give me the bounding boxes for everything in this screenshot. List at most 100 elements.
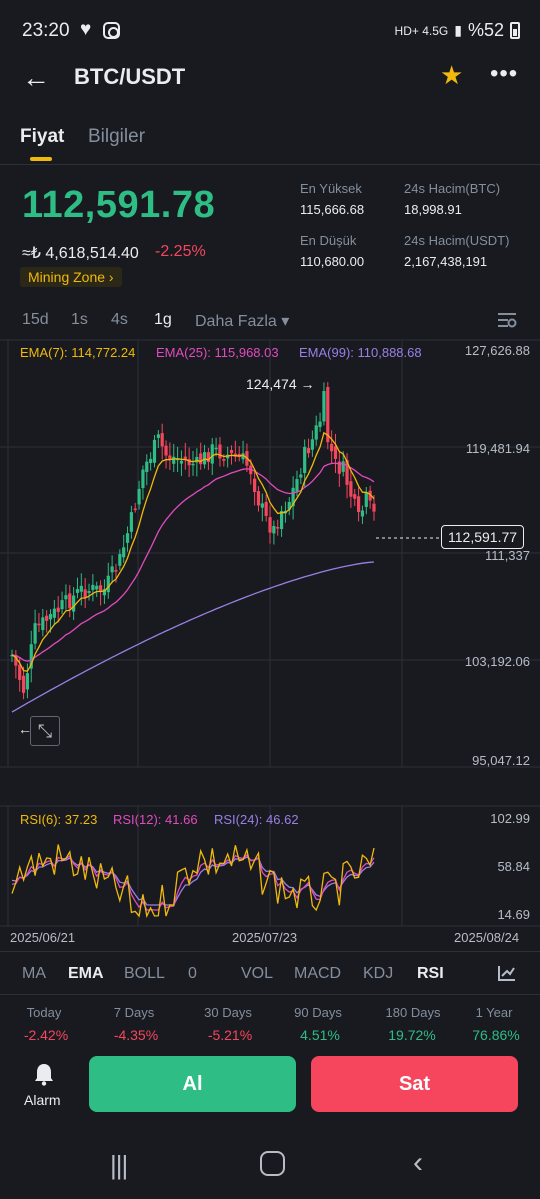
fiat-price: ≈₺ 4,618,514.40 xyxy=(22,245,139,262)
perf-label-1y: 1 Year xyxy=(475,1005,513,1020)
candle-body xyxy=(268,517,272,533)
candle-body xyxy=(253,478,257,492)
indicator-boll[interactable]: BOLL xyxy=(124,965,165,982)
low-value: 110,680.00 xyxy=(300,254,365,269)
date-label-2: 2025/07/23 xyxy=(232,930,298,945)
interval-more[interactable]: Daha Fazla ▾ xyxy=(195,313,290,330)
indicator-settings-icon[interactable] xyxy=(497,964,517,982)
candle-body xyxy=(141,469,145,489)
ema25-line xyxy=(11,462,375,662)
candle-body xyxy=(314,425,318,440)
perf-label-180d: 180 Days xyxy=(385,1005,441,1020)
rsi12-legend: RSI(12): 41.66 xyxy=(113,812,198,827)
indicator-kdj[interactable]: KDJ xyxy=(363,965,394,982)
status-time: 23:20 xyxy=(22,20,70,41)
favorite-star-icon[interactable]: ★ xyxy=(440,60,464,90)
candle-body xyxy=(199,453,203,465)
candle-body xyxy=(318,421,322,427)
candle-body xyxy=(353,494,357,499)
price-chart[interactable] xyxy=(0,338,540,950)
ema99-line xyxy=(11,561,375,713)
low-label: En Düşük xyxy=(300,233,357,248)
candle-body xyxy=(172,456,176,464)
candle-body xyxy=(91,584,95,590)
ema25-legend: EMA(25): 115,968.03 xyxy=(156,345,279,360)
perf-value-1y: 76.86% xyxy=(472,1027,520,1043)
perf-label-7d: 7 Days xyxy=(113,1005,155,1020)
nav-back-icon[interactable]: ‹ xyxy=(413,1146,423,1179)
interval-4s[interactable]: 4s xyxy=(111,311,128,328)
candle-body xyxy=(18,664,22,680)
indicator-hide[interactable]: 0 xyxy=(188,965,197,982)
date-label-3: 2025/08/24 xyxy=(454,930,520,945)
perf-value-180d: 19.72% xyxy=(388,1027,436,1043)
candle-body xyxy=(48,613,53,620)
interval-1g[interactable]: 1g xyxy=(154,311,172,328)
tab-fiyat[interactable]: Fiyat xyxy=(20,126,65,147)
candle-body xyxy=(310,439,314,450)
candle-body xyxy=(129,512,133,532)
candle-body xyxy=(79,585,83,592)
sell-button[interactable]: Sat xyxy=(311,1056,518,1112)
candle-body xyxy=(372,503,376,512)
candle-body xyxy=(202,452,207,465)
vol-usdt-value: 2,167,438,191 xyxy=(404,254,488,269)
rsi-tick-1: 102.99 xyxy=(490,811,530,826)
candle-body xyxy=(45,615,49,621)
candle-body xyxy=(291,487,295,507)
y-tick-1: 127,626.88 xyxy=(464,343,530,358)
candle-body xyxy=(56,607,60,612)
candlestick-series xyxy=(10,382,376,700)
perf-label-90d: 90 Days xyxy=(294,1005,342,1020)
alarm-label[interactable]: Alarm xyxy=(24,1092,61,1108)
high-label: En Yüksek xyxy=(300,181,362,196)
candle-body xyxy=(25,673,30,690)
candle-body xyxy=(87,590,91,593)
indicator-macd[interactable]: MACD xyxy=(294,965,342,982)
battery-text: %52 xyxy=(467,20,504,40)
candle-body xyxy=(326,386,330,443)
chart-grid xyxy=(0,339,540,927)
buy-button[interactable]: Al xyxy=(89,1056,296,1112)
status-indicators: HD+ 4.5G ▮ %52 xyxy=(395,20,520,41)
chart-settings-icon[interactable] xyxy=(496,311,518,329)
tab-active-indicator xyxy=(30,157,52,161)
bell-icon[interactable] xyxy=(33,1062,55,1086)
candle-body xyxy=(110,566,114,573)
candle-body xyxy=(156,434,160,438)
indicator-vol[interactable]: VOL xyxy=(241,965,274,982)
indicator-ema[interactable]: EMA xyxy=(68,965,104,982)
candle-body xyxy=(118,554,122,566)
rsi24-legend: RSI(24): 46.62 xyxy=(214,812,299,827)
home-icon[interactable] xyxy=(260,1151,285,1176)
y-tick-4: 103,192.06 xyxy=(464,654,530,669)
high-marker: 124,474 → xyxy=(246,376,315,392)
candle-body xyxy=(306,448,311,454)
interval-15d[interactable]: 15d xyxy=(22,311,49,328)
vol-btc-label: 24s Hacim(BTC) xyxy=(404,181,501,196)
tab-bilgiler[interactable]: Bilgiler xyxy=(88,126,146,147)
recents-icon[interactable]: ||| xyxy=(110,1150,128,1180)
candle-body xyxy=(295,479,299,492)
indicator-ma[interactable]: MA xyxy=(22,965,46,982)
candle-body xyxy=(264,501,268,516)
back-arrow-icon[interactable]: ← xyxy=(22,62,50,93)
more-options-icon[interactable]: ••• xyxy=(490,60,519,87)
expand-icon[interactable]: ⤡ xyxy=(30,716,60,746)
interval-1s[interactable]: 1s xyxy=(71,311,88,328)
vol-btc-value: 18,998.91 xyxy=(404,202,462,217)
date-label-1: 2025/06/21 xyxy=(10,930,76,945)
candle-body xyxy=(64,595,68,600)
candle-body xyxy=(106,575,110,593)
candle-body xyxy=(360,510,365,517)
indicator-rsi[interactable]: RSI xyxy=(417,965,444,982)
candle-body xyxy=(333,446,338,460)
candle-body xyxy=(368,490,372,501)
signal-icon: ▮ xyxy=(454,22,462,38)
candle-body xyxy=(14,654,18,666)
mining-zone-badge[interactable]: Mining Zone › xyxy=(20,267,122,287)
candle-body xyxy=(260,503,264,508)
rsi-tick-3: 14.69 xyxy=(497,907,530,922)
divider xyxy=(0,994,540,995)
candle-body xyxy=(206,452,211,463)
